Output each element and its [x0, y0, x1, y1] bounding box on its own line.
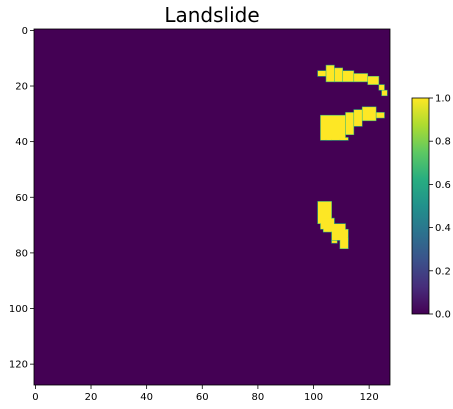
colorbar-tick-label: 0.2 [435, 266, 451, 277]
x-tick-label: 80 [252, 392, 265, 403]
x-tick-label: 100 [304, 392, 323, 403]
landslide-cell-fill [320, 218, 334, 229]
landslide-cell-fill [340, 137, 348, 140]
x-tick-label: 120 [360, 392, 379, 403]
y-tick-label: 80 [15, 248, 28, 259]
landslide-cell-fill [318, 71, 326, 76]
y-tick-label: 20 [15, 82, 28, 93]
colorbar-tick-label: 1.0 [435, 94, 451, 105]
x-tick-label: 60 [196, 392, 209, 403]
y-tick-label: 40 [15, 137, 28, 148]
y-tick-label: 60 [15, 193, 28, 204]
y-axis: 0 20 40 60 80 100 120 [9, 26, 34, 371]
landslide-cell-fill [354, 110, 362, 126]
x-tick-label: 0 [32, 392, 38, 403]
landslide-cell-fill [331, 240, 337, 243]
colorbar-tick-label: 0.8 [435, 137, 451, 148]
landslide-cell-fill [340, 237, 348, 249]
colorbar-tick-label: 0.6 [435, 180, 451, 191]
y-tick-label: 0 [22, 26, 28, 37]
landslide-cell-fill [326, 137, 332, 140]
plot-frame [33, 28, 391, 386]
landslide-cell-fill [382, 90, 387, 96]
landslide-cell-fill [368, 76, 379, 85]
landslide-cell-fill [320, 115, 346, 140]
landslide-cell-fill [379, 85, 385, 90]
colorbar: 0.0 0.2 0.4 0.6 0.8 1.0 [411, 94, 451, 321]
heatmap-background [34, 29, 390, 385]
colorbar-tick-label: 0.0 [435, 310, 451, 321]
landslide-cell-fill [376, 112, 385, 118]
x-tick-label: 20 [85, 392, 98, 403]
y-tick-label: 120 [9, 360, 28, 371]
landslide-cell-fill [326, 65, 334, 82]
landslide-cell-fill [354, 73, 368, 82]
y-tick-label: 100 [9, 304, 28, 315]
x-axis: 0 20 40 60 80 100 120 [32, 385, 379, 403]
colorbar-ticks: 0.0 0.2 0.4 0.6 0.8 1.0 [429, 94, 451, 321]
landslide-cell-fill [362, 107, 376, 121]
landslide-cell-fill [323, 224, 346, 232]
landslide-cell-fill [334, 68, 343, 82]
colorbar-tick-label: 0.4 [435, 223, 451, 234]
landslide-cell-fill [331, 229, 348, 240]
colorbar-gradient [411, 97, 430, 315]
landslide-cell-fill [318, 201, 332, 224]
landslide-cell-fill [343, 71, 354, 82]
plot-area [33, 28, 391, 386]
chart-title: Landslide [164, 3, 259, 27]
landslide-cell-fill [345, 112, 354, 135]
x-tick-label: 40 [140, 392, 153, 403]
landslide-regions [317, 64, 388, 250]
